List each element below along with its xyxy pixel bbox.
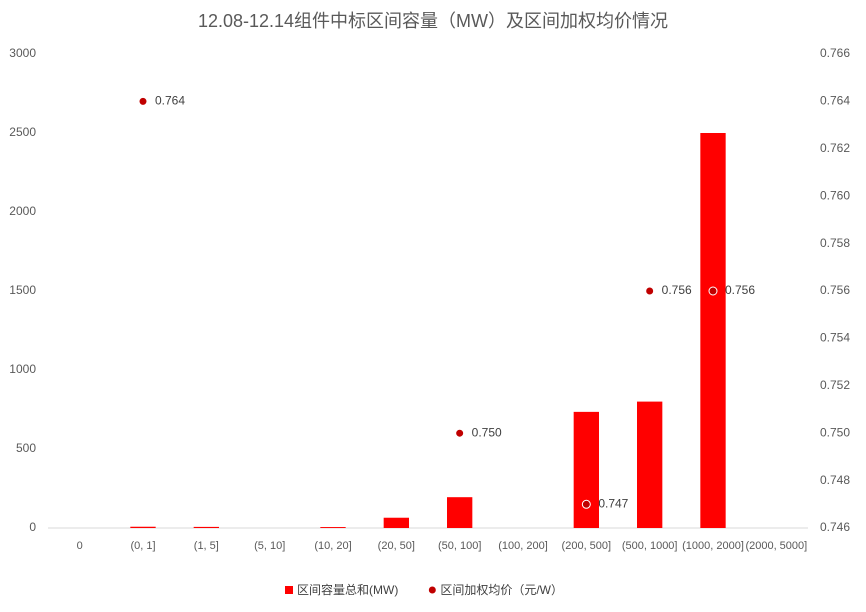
y2-tick-label: 0.764 xyxy=(820,94,850,108)
bar xyxy=(637,401,663,528)
x-tick-label: (50, 100] xyxy=(438,540,481,552)
legend-label: 区间容量总和(MW) xyxy=(297,582,398,597)
y-tick-label: 1500 xyxy=(9,283,36,297)
bar xyxy=(320,527,346,528)
y2-tick-label: 0.758 xyxy=(820,236,850,250)
data-label: 0.747 xyxy=(598,496,628,510)
data-label: 0.750 xyxy=(472,425,502,439)
point xyxy=(138,96,148,106)
y-tick-label: 0 xyxy=(29,520,36,534)
x-tick-label: (0, 1] xyxy=(130,540,155,552)
y-tick-label: 3000 xyxy=(9,46,36,60)
x-tick-label: (1, 5] xyxy=(194,540,219,552)
x-tick-label: (2000, 5000] xyxy=(745,540,807,552)
x-tick-label: (100, 200] xyxy=(498,540,548,552)
y2-tick-label: 0.762 xyxy=(820,141,850,155)
y-tick-label: 1000 xyxy=(9,362,36,376)
chart-title: 12.08-12.14组件中标区间容量（MW）及区间加权均价情况 xyxy=(198,11,668,31)
x-tick-label: (10, 20] xyxy=(314,540,351,552)
data-label: 0.756 xyxy=(725,283,755,297)
y2-tick-label: 0.754 xyxy=(820,331,850,345)
point xyxy=(708,286,718,296)
data-label: 0.764 xyxy=(155,94,185,108)
y-tick-label: 2000 xyxy=(9,204,36,218)
y2-tick-label: 0.756 xyxy=(820,283,850,297)
bar xyxy=(193,526,219,528)
point xyxy=(645,286,655,296)
legend-swatch xyxy=(285,586,293,594)
y2-tick-label: 0.752 xyxy=(820,378,850,392)
point xyxy=(455,428,465,438)
y2-tick-label: 0.750 xyxy=(820,425,850,439)
y2-tick-label: 0.760 xyxy=(820,188,850,202)
y-tick-label: 2500 xyxy=(9,125,36,139)
data-label: 0.756 xyxy=(662,283,692,297)
x-tick-label: (20, 50] xyxy=(378,540,415,552)
x-tick-label: 0 xyxy=(77,540,83,552)
bar xyxy=(130,526,156,528)
legend-swatch xyxy=(428,586,436,594)
y2-tick-label: 0.766 xyxy=(820,46,850,60)
bar xyxy=(447,497,473,528)
y2-tick-label: 0.746 xyxy=(820,520,850,534)
x-tick-label: (200, 500] xyxy=(562,540,612,552)
x-tick-label: (1000, 2000] xyxy=(682,540,744,552)
x-tick-label: (500, 1000] xyxy=(622,540,678,552)
y-tick-label: 500 xyxy=(16,441,36,455)
bar xyxy=(383,517,409,528)
x-tick-label: (5, 10] xyxy=(254,540,285,552)
bar xyxy=(700,133,726,528)
legend-label: 区间加权均价（元/W） xyxy=(440,583,563,597)
bar xyxy=(573,411,599,528)
y2-tick-label: 0.748 xyxy=(820,473,850,487)
point xyxy=(581,499,591,509)
